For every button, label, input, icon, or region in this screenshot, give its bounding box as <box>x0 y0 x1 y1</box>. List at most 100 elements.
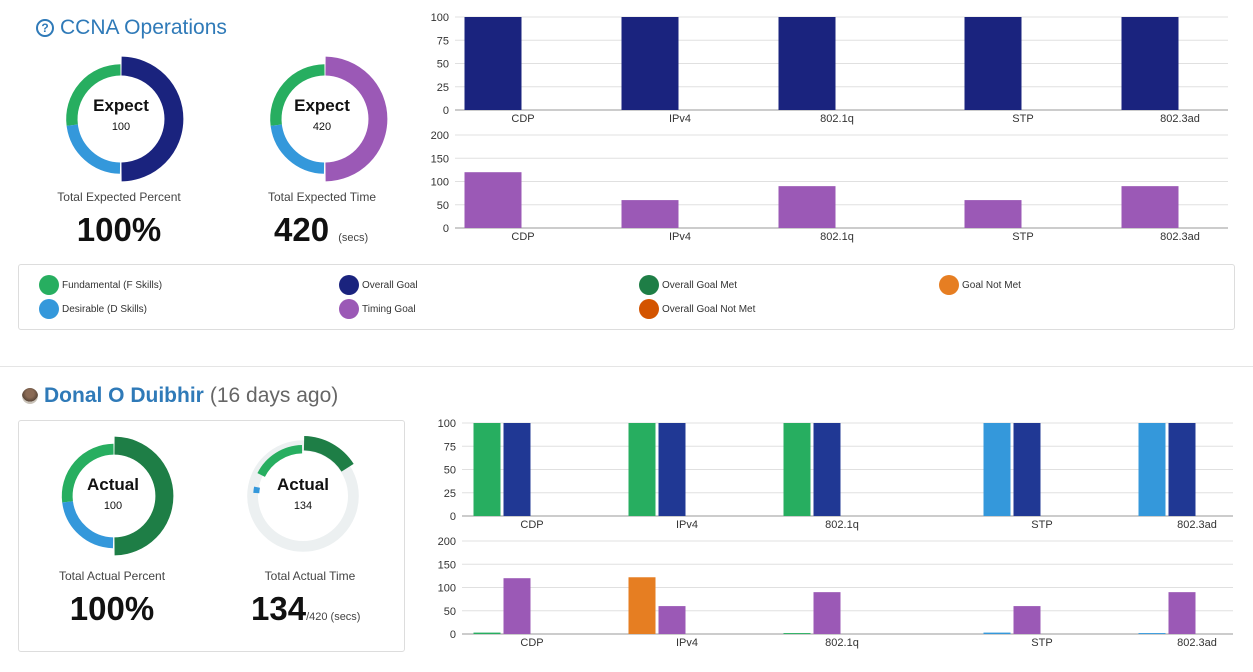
total-actual-percent-value: 100% <box>69 590 155 627</box>
y-tick-label: 0 <box>450 511 456 523</box>
bar <box>778 186 836 228</box>
expected-percent-donut-value: 100 <box>111 121 131 133</box>
x-tick-label: IPv4 <box>669 231 691 243</box>
actual-percent-goal-arc <box>114 436 174 556</box>
actual-time-desirable-arc <box>253 486 260 494</box>
user-avatar[interactable] <box>22 388 38 404</box>
legend-item-goal-not-met: Goal Not Met <box>939 275 1021 295</box>
bar <box>813 592 841 634</box>
total-expected-time-caption: Total Expected Time <box>267 190 377 204</box>
bar <box>1121 186 1179 228</box>
actual-percent-desirable-arc <box>62 500 114 549</box>
y-tick-label: 0 <box>443 223 449 235</box>
x-tick-label: IPv4 <box>676 637 698 649</box>
y-tick-label: 75 <box>444 441 456 453</box>
legend-label-fundamental: Fundamental (F Skills) <box>62 279 163 291</box>
legend-label-overall-goal-not-met: Overall Goal Not Met <box>662 303 756 315</box>
total-expected-percent-value: 100% <box>76 211 162 248</box>
bar <box>621 200 679 228</box>
bar <box>503 423 531 516</box>
bar <box>778 17 836 110</box>
y-tick-label: 100 <box>431 177 449 189</box>
expected-percent-donut <box>66 56 184 182</box>
total-actual-time-caption: Total Actual Time <box>264 569 356 583</box>
total-expected-time-value: 420 <box>274 211 330 248</box>
y-tick-label: 25 <box>444 488 456 500</box>
expected-percent-donut-label: Expect 100 <box>61 96 181 133</box>
legend-swatch-goal-not-met <box>939 275 959 295</box>
y-tick-label: 50 <box>444 465 456 477</box>
legend-swatch-fundamental <box>39 275 59 295</box>
expected-percent-desirable-arc <box>66 124 121 174</box>
page-title-text: CCNA Operations <box>60 16 227 39</box>
bar <box>628 423 656 516</box>
expected-time-donut-label: Expect 420 <box>262 96 382 133</box>
actual-percent-donut-title: Actual <box>87 475 139 494</box>
x-tick-label: 802.1q <box>825 637 859 649</box>
bar <box>1138 633 1166 634</box>
legend-item-fundamental: Fundamental (F Skills) <box>39 275 162 295</box>
total-expected-percent-caption: Total Expected Percent <box>57 190 181 204</box>
bar <box>464 172 522 228</box>
page-title: ? CCNA Operations <box>36 16 227 40</box>
actual-time-fundamental-arc <box>257 445 303 478</box>
expected-time-goal-arc <box>325 56 388 182</box>
legend-item-desirable: Desirable (D Skills) <box>39 299 147 319</box>
section-divider <box>0 366 1253 367</box>
bar <box>1013 423 1041 516</box>
total-expected-time: 420 (secs) <box>274 211 368 249</box>
bar <box>1121 17 1179 110</box>
legend-label-overall-goal: Overall Goal <box>362 279 418 291</box>
bar <box>783 423 811 516</box>
legend-label-timing-goal: Timing Goal <box>362 303 416 315</box>
x-tick-label: 802.1q <box>825 519 859 531</box>
bar <box>964 17 1022 110</box>
legend-item-timing-goal: Timing Goal <box>339 299 416 319</box>
y-tick-label: 50 <box>437 59 449 71</box>
bar <box>983 423 1011 516</box>
user-header: Donal O Duibhir (16 days ago) <box>22 384 338 408</box>
x-tick-label: STP <box>1031 637 1052 649</box>
actual-percent-donut <box>61 436 174 556</box>
total-expected-time-unit: (secs) <box>338 232 369 244</box>
y-tick-label: 75 <box>437 35 449 47</box>
x-tick-label: CDP <box>520 637 543 649</box>
x-tick-label: 802.3ad <box>1160 231 1200 243</box>
bar <box>813 423 841 516</box>
legend-item-overall-goal-met: Overall Goal Met <box>639 275 737 295</box>
y-tick-label: 200 <box>438 536 456 548</box>
bar <box>464 17 522 110</box>
bar <box>1138 423 1166 516</box>
actual-time-goal-arc <box>303 436 354 472</box>
x-tick-label: CDP <box>511 231 534 243</box>
actual-time-donut-label: Actual 134 <box>243 475 363 512</box>
actual-time-donut-title: Actual <box>277 475 329 494</box>
expected-time-donut-title: Expect <box>294 96 350 115</box>
x-tick-label: IPv4 <box>669 113 691 125</box>
x-tick-label: CDP <box>511 113 534 125</box>
legend-swatch-timing-goal <box>339 299 359 319</box>
legend-swatch-overall-goal-met <box>639 275 659 295</box>
y-tick-label: 50 <box>437 200 449 212</box>
y-tick-label: 25 <box>437 82 449 94</box>
x-tick-label: STP <box>1031 519 1052 531</box>
expected-time-donut-value: 420 <box>312 121 332 133</box>
expected-percent-goal-arc <box>121 56 184 182</box>
total-actual-time-value: 134 <box>251 590 307 627</box>
legend-label-desirable: Desirable (D Skills) <box>62 303 148 315</box>
bar <box>503 578 531 634</box>
x-tick-label: 802.3ad <box>1177 637 1217 649</box>
question-circle-icon[interactable]: ? <box>36 19 54 37</box>
x-tick-label: STP <box>1012 231 1033 243</box>
x-tick-label: 802.3ad <box>1177 519 1217 531</box>
user-name-link[interactable]: Donal O Duibhir <box>44 384 204 407</box>
x-tick-label: 802.3ad <box>1160 113 1200 125</box>
legend-swatch-overall-goal <box>339 275 359 295</box>
legend-label-goal-not-met: Goal Not Met <box>962 279 1021 291</box>
legend-item-overall-goal: Overall Goal <box>339 275 418 295</box>
y-tick-label: 200 <box>431 130 449 142</box>
x-tick-label: IPv4 <box>676 519 698 531</box>
actual-percent-donut-label: Actual 100 <box>53 475 173 512</box>
y-tick-label: 150 <box>438 559 456 571</box>
x-tick-label: 802.1q <box>820 231 854 243</box>
